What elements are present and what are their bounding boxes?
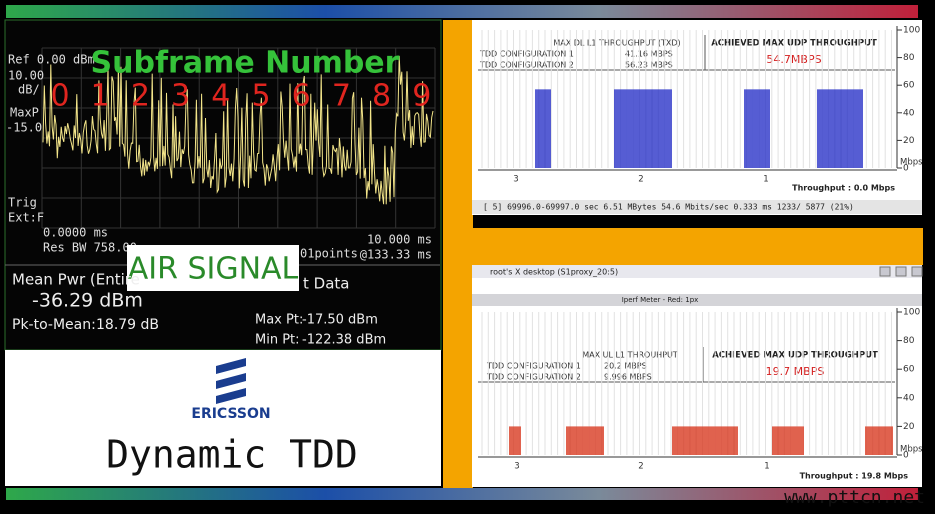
window-button [879, 266, 891, 277]
watermark: www.pttcn.net [784, 487, 925, 508]
logo-text: ERICSSON [191, 406, 270, 422]
res-bw: Res BW 758.00 [43, 241, 137, 255]
title-bar [472, 265, 922, 278]
status-line: [ 5] 69996.0-69997.0 sec 6.51 MBytes 54.… [483, 203, 854, 212]
window-button [911, 266, 923, 277]
achieved-value: 54.7MBPS [766, 53, 821, 66]
subframe-number: 8 [372, 79, 391, 114]
subframe-number: 2 [131, 79, 150, 114]
y-tick-label: 60 [903, 365, 915, 375]
y-tick-label: 100 [903, 308, 920, 318]
ref-level: Ref 0.00 dBm [8, 53, 95, 67]
scale-unit: dB/ [18, 83, 40, 97]
throughput: Throughput : 0.0 Mbps [792, 184, 895, 193]
max-label: Max Pt: [255, 313, 303, 328]
config-value: 9.996 MBPS [604, 373, 652, 382]
unit-label: Mbps [900, 158, 923, 168]
logo-bar [216, 373, 246, 389]
trig: Trig [8, 196, 37, 210]
y-tick-label: 20 [903, 136, 915, 146]
config-label: TDD CONFIGURATION 2 [486, 373, 581, 382]
overlay-box [127, 245, 299, 291]
max-value: -17.50 dBm [302, 313, 378, 328]
top-band [6, 5, 918, 18]
y-tick-label: 20 [903, 422, 915, 432]
y-tick-label: 0 [903, 164, 909, 174]
y-tick-label: 40 [903, 393, 915, 403]
meter-title: Iperf Meter - Red: 1px [622, 296, 699, 304]
pk-label: Pk-to-Mean: [12, 317, 96, 333]
waveform [42, 55, 434, 205]
points: 01points [300, 247, 358, 261]
y-tick-label: 60 [903, 81, 915, 91]
table-header: MAX UL L1 THROUHPUT [582, 351, 678, 360]
sweep: @133.33 ms [360, 248, 432, 262]
trig-source: Ext:F [8, 211, 44, 225]
subframe-number: 1 [91, 79, 110, 114]
y-tick-label: 100 [903, 26, 920, 36]
orange-band [443, 228, 923, 265]
x-label: 1 [763, 175, 768, 185]
y-tick-label: 0 [903, 451, 909, 461]
x-label: 3 [513, 175, 518, 185]
window-title: root's X desktop (S1proxy_20:5) [490, 268, 618, 277]
logo-bar [216, 388, 246, 404]
meter-bar [472, 294, 922, 306]
logo-bar [216, 358, 246, 374]
span: 10.000 ms [367, 233, 432, 247]
subframe-number: 0 [50, 79, 69, 114]
subframe-number: 6 [292, 79, 311, 114]
config-value: 56.23 MBPS [625, 61, 673, 70]
y-tick-label: 80 [903, 53, 915, 63]
status-bar [472, 200, 922, 214]
headline: Dynamic TDD [106, 433, 358, 477]
min-value: -122.38 dBm [302, 333, 386, 348]
achieved-label: ACHIEVED MAX UDP THROUGHPUT [712, 351, 878, 361]
y-tick-label: 80 [903, 336, 915, 346]
subframe-title: Subframe Number [91, 46, 400, 81]
maxp-value: -15.0 [6, 121, 42, 135]
pk-value: 18.79 dB [96, 317, 159, 333]
data-label: t Data [303, 275, 349, 293]
air-signal: AIR SIGNAL [128, 252, 299, 287]
throughput: Throughput : 19.8 Mbps [800, 472, 909, 481]
min-label: Min Pt: [255, 333, 300, 348]
x-label: 2 [638, 175, 643, 185]
window-button [895, 266, 907, 277]
brand-panel [5, 350, 441, 486]
subframe-number: 3 [171, 79, 190, 114]
ericsson-logo [216, 358, 246, 404]
subframe-number: 4 [211, 79, 230, 114]
mean-label: Mean Pwr (Entire [12, 271, 140, 289]
maxp: MaxP [10, 106, 39, 120]
y-tick-label: 40 [903, 108, 915, 118]
config-value: 20.2 MBPS [604, 362, 647, 371]
x-label: 3 [514, 462, 519, 472]
config-value: 41.16 MBPS [625, 50, 673, 59]
table-header: MAX DL L1 THROUGHPUT (TXD) [553, 39, 680, 48]
subframe-number: 7 [332, 79, 351, 114]
start-time: 0.0000 ms [43, 226, 108, 240]
x-label: 1 [764, 462, 769, 472]
x-label: 2 [638, 462, 643, 472]
subframe-number: 5 [251, 79, 270, 114]
achieved-label: ACHIEVED MAX UDP THROUGHPUT [711, 39, 877, 49]
scale: 10.00 [8, 69, 44, 83]
bottom-band [6, 488, 918, 500]
config-label: TDD CONFIGURATION 1 [486, 362, 581, 371]
unit-label: Mbps [900, 445, 923, 455]
subframe-number: 9 [412, 79, 431, 114]
mean-value: -36.29 dBm [32, 290, 143, 312]
